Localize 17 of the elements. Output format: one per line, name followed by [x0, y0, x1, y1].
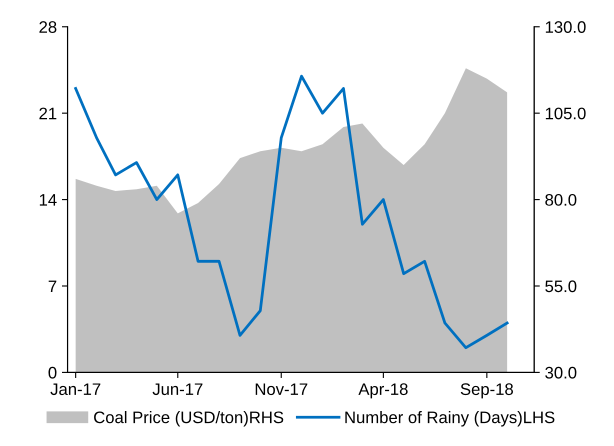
y2-tick-label: 130.0	[546, 21, 586, 33]
x-tick-label: Apr-18	[358, 383, 408, 398]
y-tick-label: 14	[40, 194, 57, 206]
legend-label: Coal Price (USD/ton)RHS	[94, 411, 284, 427]
legend-label: Number of Rainy (Days)LHS	[345, 411, 554, 427]
y2-tick-label: 30.0	[545, 366, 576, 379]
y2-tick-label: 105.0	[546, 108, 586, 120]
y-tick-label: 7	[48, 280, 56, 292]
y-tick-label: 21	[39, 108, 56, 120]
y-tick-label: 0	[48, 366, 56, 379]
x-tick-label: Jan-17	[50, 383, 100, 396]
x-tick-label: Sep-18	[460, 383, 513, 398]
x-tick-label: Jun-17	[152, 383, 202, 396]
y2-tick-label: 80.0	[545, 194, 576, 206]
y2-tick-label: 55.0	[545, 280, 576, 292]
y-tick-label: 28	[39, 21, 56, 33]
x-tick-label: Nov-17	[256, 383, 308, 396]
